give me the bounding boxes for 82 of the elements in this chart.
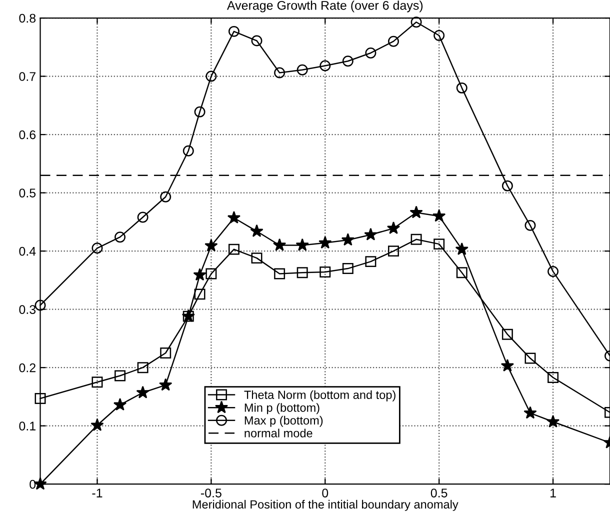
point [320, 60, 331, 72]
point [455, 242, 468, 255]
point [434, 30, 445, 41]
point [524, 406, 537, 419]
point [206, 70, 217, 82]
point [546, 414, 560, 428]
y-tick-label: 0.7 [19, 72, 36, 81]
y-tick-label: 0.1 [19, 422, 36, 430]
point [388, 246, 399, 257]
x-tick-label: 0.5 [430, 488, 448, 498]
point [160, 191, 172, 202]
x-tick-label: -0.5 [200, 488, 222, 498]
point [34, 300, 46, 311]
point [251, 252, 262, 264]
legend-label: Max p (bottom) [244, 416, 323, 427]
point [365, 47, 376, 58]
point [364, 228, 378, 240]
point [388, 36, 399, 47]
point [114, 232, 126, 243]
point [502, 180, 513, 192]
point [410, 206, 423, 218]
legend-label: normal mode [244, 428, 312, 438]
point [410, 234, 422, 245]
point [137, 212, 148, 223]
point [365, 256, 376, 268]
point [114, 370, 126, 382]
point [274, 67, 286, 78]
point [182, 145, 194, 156]
point [296, 267, 308, 278]
point [434, 238, 445, 250]
point [206, 268, 217, 280]
point [386, 221, 400, 234]
point [342, 263, 354, 274]
point [296, 64, 308, 76]
point [92, 242, 103, 254]
x-axis-title: Meridional Position of the intitial boundary anomaly [192, 500, 458, 511]
point [524, 352, 536, 364]
y-tick-label: 0.2 [19, 363, 36, 372]
y-tick-label: 0.4 [19, 246, 36, 256]
point [296, 238, 309, 251]
point [410, 16, 422, 28]
y-tick-label: 0.8 [19, 14, 36, 23]
legend-label: Min p (bottom) [244, 403, 320, 414]
point [160, 348, 172, 359]
point [194, 106, 206, 118]
point [193, 268, 206, 281]
point [204, 238, 218, 252]
point [113, 398, 127, 411]
point [342, 56, 354, 67]
point [34, 392, 46, 404]
point [272, 238, 286, 251]
point [548, 372, 559, 383]
point [159, 378, 172, 391]
point [228, 244, 240, 255]
point [318, 236, 332, 249]
y-tick-label: 0.6 [19, 130, 36, 140]
point [456, 82, 468, 94]
point [548, 266, 559, 277]
point [251, 35, 262, 46]
point [341, 233, 354, 246]
point [250, 224, 264, 237]
point [274, 268, 286, 280]
point [432, 209, 446, 222]
point [194, 288, 206, 300]
y-tick-label: 0.3 [19, 305, 36, 314]
y-tick-label: 0.5 [19, 188, 36, 198]
point [456, 267, 468, 278]
point [227, 210, 241, 224]
point [137, 362, 148, 374]
x-tick-label: -1 [92, 488, 102, 498]
chart-title: Average Growth Rate (over 6 days) [226, 0, 423, 12]
point [92, 376, 103, 388]
point [500, 358, 514, 372]
point [228, 26, 240, 37]
point [320, 266, 331, 278]
point [524, 220, 536, 231]
point [136, 386, 150, 398]
x-tick-label: 0 [322, 488, 328, 498]
point [502, 328, 513, 340]
x-tick-label: 1 [550, 488, 556, 498]
point [90, 418, 104, 431]
legend-label: Theta Norm (bottom and top) [244, 390, 396, 402]
